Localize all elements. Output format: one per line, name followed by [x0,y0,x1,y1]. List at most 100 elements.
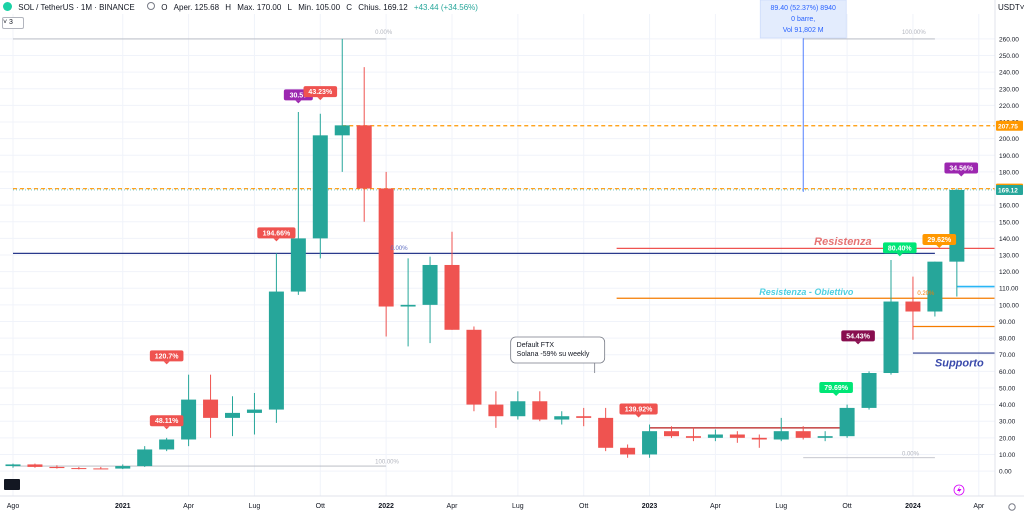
candle-body [664,431,679,437]
candle-body [246,409,262,413]
percent-badge-label: 79.69% [824,385,849,392]
candle-body [268,291,284,410]
price-tick-label: 180.00 [999,169,1019,176]
candle-body [93,468,109,470]
candle [510,391,526,420]
candle [664,426,679,438]
candle-body [707,434,723,438]
percent-badge-label: 34.56% [949,166,974,173]
grid [0,14,995,496]
candle-body [400,304,416,307]
percent-badge-pointer [317,97,324,101]
price-tick-label: 260.00 [999,36,1019,43]
chart-annotation-text: Resistenza - Obiettivo [759,287,854,297]
candle-body [115,466,131,469]
price-tick-label: 70.00 [999,352,1016,359]
percent-badge-label: 194.66% [263,230,291,237]
drawing-texts: 0.00% 100.00% 100.00% 0.00% 0.00% 0.20% Resist… [375,30,984,466]
chart-annotation-text: Resistenza [814,236,871,248]
callout-line: Solana -59% su weekly [517,351,590,358]
price-tick-label: 120.00 [999,269,1019,276]
candle-body [532,401,548,420]
currency-selector[interactable]: USDT˅ [998,3,1024,12]
candle-body [729,434,745,438]
settings-icon[interactable] [1008,503,1016,511]
price-tick-label: 90.00 [999,319,1016,326]
candle [181,374,197,447]
candle-body [598,417,614,448]
percent-badge-bg [303,86,338,98]
candle-body [949,189,965,262]
candle-body [159,439,175,450]
price-tick-label: 230.00 [999,86,1019,93]
percent-badge-pointer [896,253,903,257]
lightning-icon[interactable] [953,484,965,496]
candle [93,466,109,470]
candle-body [861,373,877,408]
percent-badge-bg [149,415,184,427]
candle-body [883,301,899,374]
candle [532,391,548,422]
lightning-ring [953,484,965,496]
price-tick-label: 160.00 [999,203,1019,210]
candle-body [334,125,350,136]
price-axis[interactable]: 0.00 10.00 20.00 30.00 40.00 50.00 60.00 70.00 8… [994,0,1024,514]
time-tick-label: Ott [579,503,588,510]
chart-annotation-text: 0.00% [391,246,409,252]
ohlc-close-label: C [346,3,353,12]
percent-badge-label: 120.7% [155,353,180,360]
candle-body [444,264,460,330]
indicator-count: 3 [9,19,13,26]
percent-badge-bg [944,162,979,174]
price-tick-label: 10.00 [999,452,1016,459]
measure-label-box [759,0,847,39]
price-label-bg [996,184,1023,195]
percent-badge-bg [257,227,296,239]
percent-badge: 139.92% [619,403,658,418]
candle [729,431,745,443]
price-label-text: 207.75 [998,123,1018,130]
candle-body [554,416,570,420]
time-tick-label: Apr [183,503,195,510]
candle-body [378,188,394,307]
settings-gear [1008,503,1016,511]
candle [883,259,899,375]
candle-body [203,399,219,418]
indicators-toggle-button[interactable]: ˅ 3 [2,17,24,29]
candle [356,67,372,222]
percent-badge-pointer [855,341,862,345]
percent-badge-pointer [635,414,642,418]
candle [27,463,43,468]
percent-badge-bg [882,242,917,254]
candle [927,261,943,317]
chart-annotation-text: Supporto [935,357,984,369]
annotations: Default FTX Solana -59% su weekly 89.40 (5… [510,0,847,374]
percent-badge-label: 29.62% [927,237,952,244]
candle [71,466,87,470]
time-axis[interactable]: Ago 2021 Apr Lug Ott 2022 Apr Lug Ott 2023 Apr Lug O… [0,495,1024,510]
percent-badge-label: 48.11% [155,418,179,425]
candles [5,38,965,470]
symbol-logo-icon [3,2,12,11]
time-tick-label: Ago [7,503,20,510]
symbol-title[interactable]: SOL / TetherUS · 1M · BINANCE [18,3,135,12]
percent-badge-pointer [958,173,965,177]
tradingview-logo-icon [4,479,20,490]
price-tick-label: 0.00 [999,469,1012,476]
price-tick-label: 220.00 [999,103,1019,110]
time-tick-label: Lug [512,503,524,510]
candle [751,434,767,448]
percent-badge-pointer [936,245,943,249]
currency-label: USDT [998,3,1020,12]
ohlc-open: Aper. 125.68 [173,3,220,12]
candle-body [181,399,197,440]
percent-badge: 34.56% [944,162,979,177]
measure-tool: 89.40 (52.37%) 8940 0 barre, Vol 91,802 M [759,0,847,192]
time-tick-label: 2023 [642,503,658,510]
candle-body [466,329,482,405]
visibility-icon[interactable] [146,2,155,10]
ohlc-close: Chius. 169.12 [358,3,408,12]
candle-body [576,416,592,418]
percent-badge: 43.23% [303,86,338,101]
